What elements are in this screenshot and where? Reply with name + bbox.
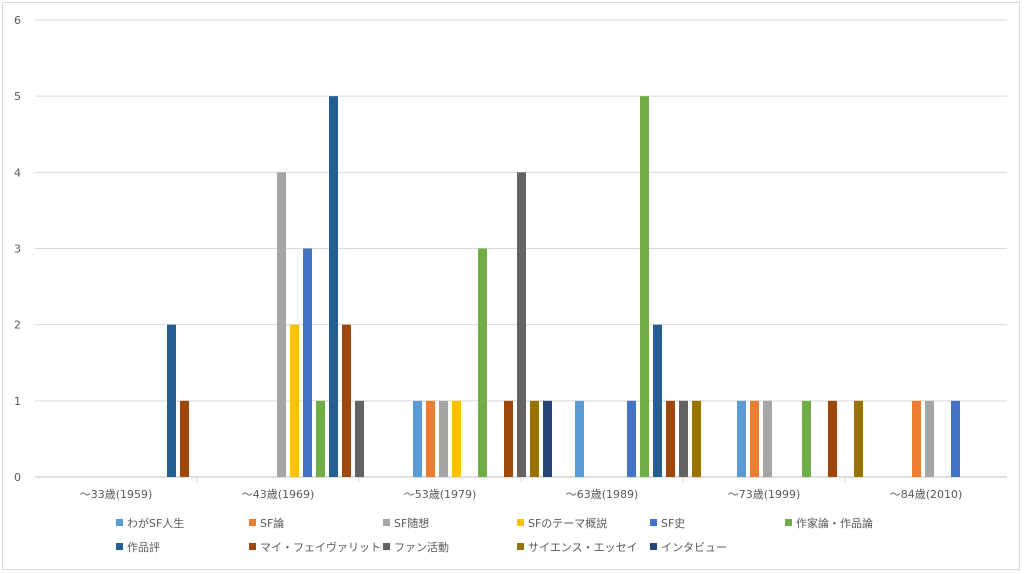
bar <box>912 400 921 477</box>
bar <box>426 400 435 477</box>
bar <box>692 400 701 477</box>
legend-label: インタビュー <box>661 541 727 554</box>
legend-label: 作品評 <box>127 540 160 554</box>
bar <box>543 400 552 477</box>
y-tick-label: 2 <box>14 319 21 332</box>
bar <box>925 400 934 477</box>
legend-label: わがSF人生 <box>127 516 184 530</box>
legend-swatch <box>517 543 524 550</box>
legend-swatch <box>383 519 390 526</box>
legend-item: ファン活動 <box>383 540 449 554</box>
x-tick-label: 〜33歳(1959) <box>80 488 153 501</box>
y-axis-tick-labels: 0 1 2 3 4 5 6 <box>14 14 21 484</box>
y-tick-label: 4 <box>14 166 21 179</box>
legend-item: わがSF人生 <box>116 516 184 530</box>
bars <box>167 96 960 478</box>
legend-swatch <box>650 543 657 550</box>
legend-label: SF論 <box>260 516 284 530</box>
bar <box>951 400 960 477</box>
bar <box>329 96 338 478</box>
bar <box>413 400 422 477</box>
bar <box>640 96 649 478</box>
bar <box>828 400 837 477</box>
bar <box>167 324 176 477</box>
legend-item: SF史 <box>650 517 685 530</box>
x-tick-label: 〜73歳(1999) <box>728 488 801 501</box>
y-tick-label: 0 <box>14 471 21 484</box>
legend-label: マイ・フェイヴァリット <box>260 540 381 554</box>
legend-swatch <box>249 543 256 550</box>
y-tick-label: 1 <box>14 395 21 408</box>
bar <box>653 324 662 477</box>
bar <box>763 400 772 477</box>
bar <box>575 400 584 477</box>
legend-swatch <box>517 519 524 526</box>
legend-item: 作家論・作品論 <box>785 516 873 530</box>
legend-item: SFのテーマ概説 <box>517 516 607 530</box>
legend-swatch <box>116 543 123 550</box>
bar <box>750 400 759 477</box>
legend-label: SF随想 <box>394 516 429 530</box>
legend-label: サイエンス・エッセイ <box>528 541 638 554</box>
bar <box>355 400 364 477</box>
bar <box>316 400 325 477</box>
legend-item: SF論 <box>249 516 284 530</box>
bar <box>478 248 487 477</box>
legend-swatch <box>249 519 256 526</box>
bar <box>666 400 675 477</box>
x-axis-tick-labels: 〜33歳(1959) 〜43歳(1969) 〜53歳(1979) 〜63歳(1989)… <box>80 477 963 501</box>
legend-item: インタビュー <box>650 541 727 554</box>
bar <box>303 248 312 477</box>
bar <box>854 400 863 477</box>
bar <box>627 400 636 477</box>
legend-swatch <box>650 519 657 526</box>
bar <box>517 172 526 478</box>
bar <box>530 400 539 477</box>
y-tick-label: 3 <box>14 243 21 256</box>
legend-item: サイエンス・エッセイ <box>517 541 638 554</box>
bar <box>277 172 286 478</box>
x-tick-label: 〜53歳(1979) <box>404 488 477 501</box>
legend-swatch <box>116 519 123 526</box>
legend-item: 作品評 <box>116 540 160 554</box>
bar <box>290 324 299 477</box>
legend-label: ファン活動 <box>394 540 449 554</box>
legend-label: SFのテーマ概説 <box>528 516 607 530</box>
bar <box>802 400 811 477</box>
legend-item: SF随想 <box>383 516 429 530</box>
bar <box>342 324 351 477</box>
x-tick-label: 〜84歳(2010) <box>890 488 963 501</box>
bar <box>504 400 513 477</box>
legend-item: マイ・フェイヴァリット <box>249 540 381 554</box>
x-tick-label: 〜63歳(1989) <box>566 488 639 501</box>
legend-label: SF史 <box>661 517 685 530</box>
bar <box>737 400 746 477</box>
legend-swatch <box>383 543 390 550</box>
bar <box>180 400 189 477</box>
legend-swatch <box>785 519 792 526</box>
bar <box>679 400 688 477</box>
bar <box>439 400 448 477</box>
x-tick-label: 〜43歳(1969) <box>242 488 315 501</box>
y-tick-label: 5 <box>14 90 21 103</box>
legend-label: 作家論・作品論 <box>796 516 873 530</box>
bar <box>452 400 461 477</box>
y-tick-label: 6 <box>14 14 21 27</box>
